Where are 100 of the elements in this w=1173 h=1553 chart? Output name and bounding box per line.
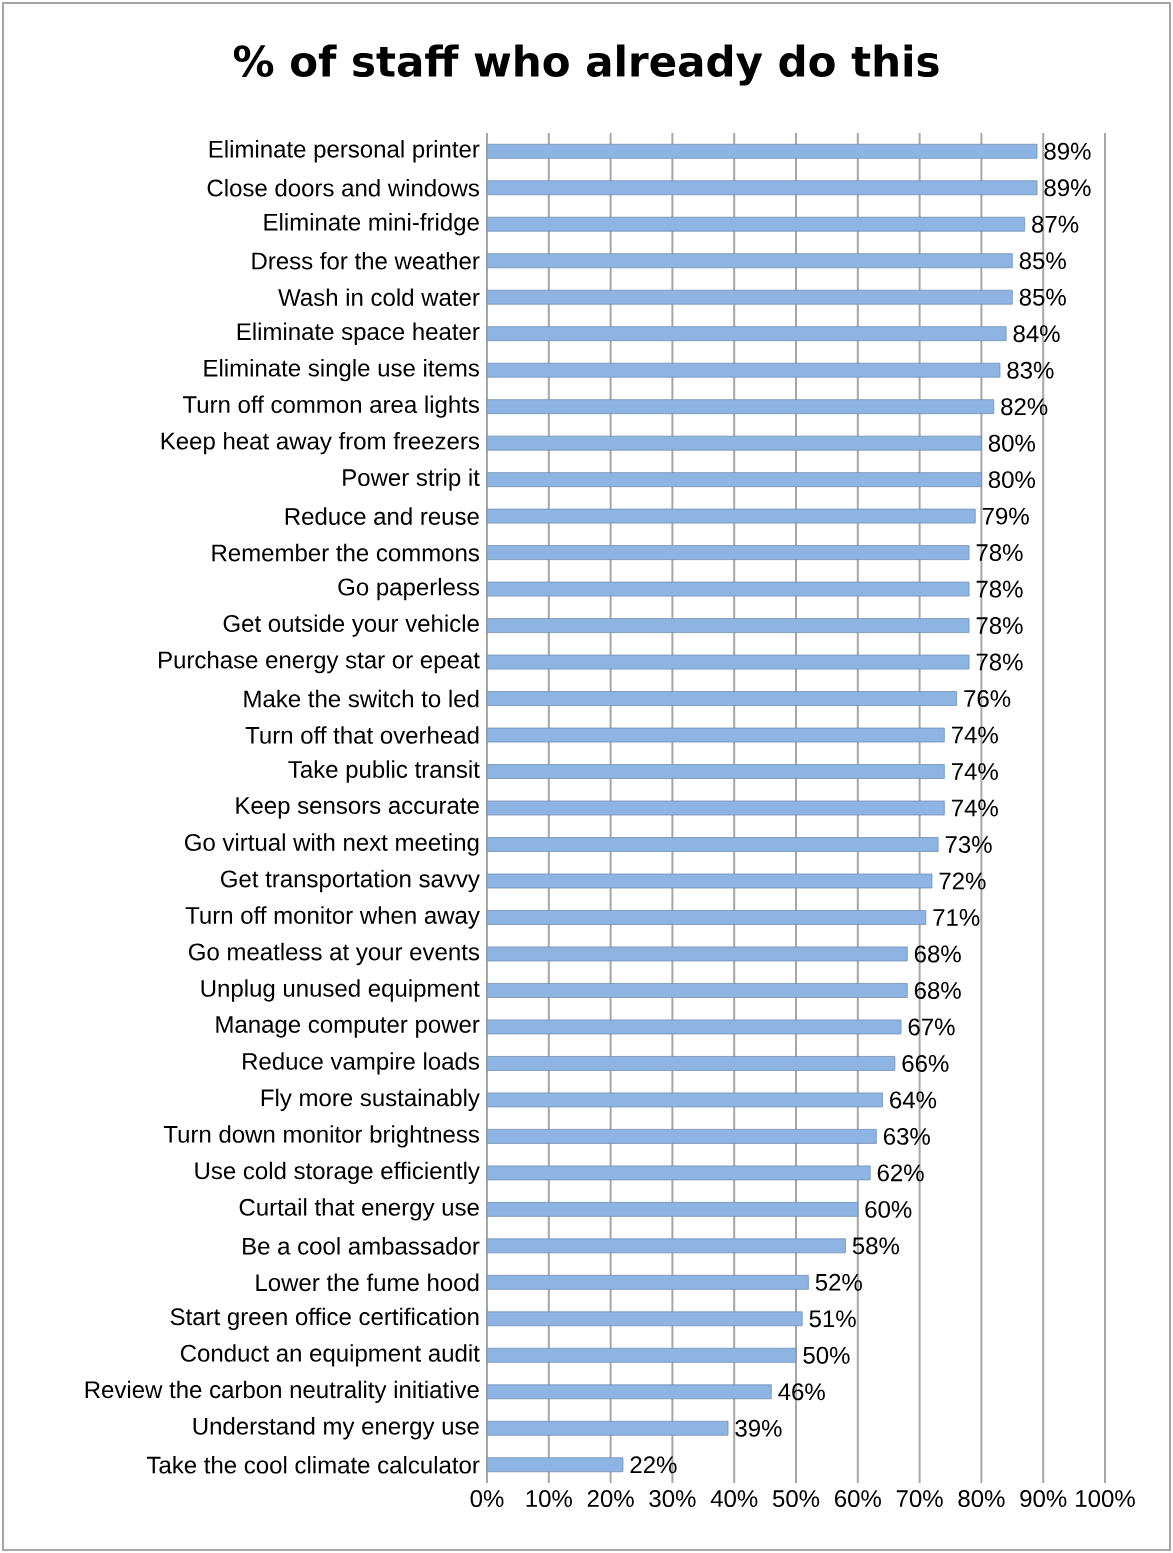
- x-tick-label: 50%: [772, 1490, 820, 1508]
- bar: [486, 654, 970, 670]
- y-tick-label: Lower the fume hood: [256, 1273, 479, 1292]
- data-label: 62%: [877, 1164, 924, 1182]
- y-tick-label: Eliminate single use items: [204, 359, 480, 382]
- y-tick-label: Make the switch to led: [244, 689, 479, 708]
- y-tick-label: Close doors and windows: [207, 178, 479, 197]
- y-tick-label: Turn down monitor brightness: [163, 1125, 480, 1148]
- bar: [486, 326, 1007, 342]
- data-label: 63%: [883, 1127, 930, 1145]
- x-tick-label: 30%: [649, 1490, 696, 1508]
- data-label: 66%: [902, 1054, 949, 1072]
- bar: [486, 289, 1013, 305]
- y-tick-label: Dress for the weather: [252, 251, 480, 270]
- y-tick-label: Eliminate space heater: [237, 322, 480, 345]
- y-tick-label: Keep heat away from freezers: [161, 431, 480, 455]
- y-tick-label: Manage computer power: [216, 1016, 480, 1038]
- y-tick-label: Turn off common area lights: [183, 395, 480, 418]
- data-label: 68%: [914, 981, 961, 999]
- y-tick-label: Review the carbon neutrality initiative: [85, 1380, 479, 1403]
- data-label: 85%: [1019, 288, 1066, 306]
- bar: [486, 1274, 809, 1290]
- data-label: 74%: [951, 763, 998, 780]
- bar: [486, 1056, 896, 1071]
- y-tick-label: Understand my energy use: [193, 1417, 479, 1440]
- bar: [486, 362, 1001, 378]
- bar: [486, 216, 1026, 232]
- x-tick-label: 60%: [835, 1490, 881, 1508]
- data-label: 80%: [988, 434, 1035, 452]
- bar: [486, 435, 982, 451]
- y-tick-label: Be a cool ambassador: [243, 1237, 480, 1255]
- bar: [486, 1347, 797, 1363]
- bar: [486, 472, 982, 488]
- data-label: 82%: [1001, 398, 1048, 416]
- bar: [486, 143, 1038, 159]
- data-label: 78%: [976, 544, 1023, 562]
- data-label: 84%: [1013, 325, 1060, 343]
- data-label: 79%: [982, 507, 1029, 525]
- y-tick-label: Power strip it: [343, 468, 480, 491]
- bar: [486, 1384, 772, 1400]
- data-label: 78%: [976, 580, 1023, 598]
- y-tick-label: Turn off that overhead: [245, 726, 479, 744]
- bar: [486, 910, 927, 925]
- bar: [486, 1201, 859, 1217]
- data-label: 72%: [939, 872, 986, 890]
- data-label: 64%: [890, 1091, 937, 1109]
- bar: [486, 837, 939, 852]
- bar: [486, 581, 970, 597]
- data-label: 39%: [735, 1419, 782, 1437]
- x-tick-label: 100%: [1076, 1490, 1135, 1508]
- bar: [486, 764, 945, 779]
- y-tick-label: Go virtual with next meeting: [184, 833, 479, 856]
- bar: [486, 1128, 877, 1144]
- bar: [486, 691, 958, 706]
- y-tick-label: Remember the commons: [212, 543, 480, 562]
- data-label: 67%: [908, 1018, 955, 1036]
- y-tick-label: Reduce vampire loads: [243, 1052, 479, 1075]
- bar: [486, 1457, 624, 1473]
- bar: [486, 1311, 803, 1327]
- bar: [486, 1019, 902, 1035]
- data-label: 73%: [945, 836, 992, 853]
- chart-title: % of staff who already do this: [233, 44, 939, 86]
- bar: [486, 873, 933, 889]
- x-tick-label: 70%: [896, 1490, 943, 1508]
- data-label: 78%: [976, 617, 1023, 635]
- x-tick-label: 20%: [587, 1490, 634, 1508]
- bar: [486, 1165, 871, 1181]
- y-tick-label: Go meatless at your events: [188, 942, 480, 966]
- data-label: 74%: [951, 799, 998, 817]
- bar: [486, 618, 970, 633]
- x-tick-label: 0%: [470, 1490, 504, 1508]
- y-tick-label: Use cold storage efficiently: [195, 1161, 480, 1185]
- data-label: 71%: [933, 909, 980, 926]
- y-tick-label: Take public transit: [288, 760, 480, 783]
- data-label: 52%: [815, 1273, 862, 1291]
- data-label: 51%: [809, 1310, 856, 1328]
- y-tick-label: Start green office certification: [170, 1307, 479, 1331]
- x-tick-label: 80%: [958, 1490, 1005, 1508]
- data-label: 85%: [1019, 252, 1066, 270]
- bar: [486, 253, 1013, 269]
- data-label: 58%: [852, 1237, 900, 1255]
- bar: [486, 800, 945, 816]
- y-tick-label: Reduce and reuse: [285, 507, 479, 525]
- data-label: 22%: [630, 1456, 677, 1474]
- bar: [486, 1092, 883, 1108]
- bar: [486, 180, 1038, 196]
- bar: [486, 727, 945, 743]
- bar: [486, 545, 970, 561]
- bar: [486, 983, 908, 998]
- y-tick-label: Conduct an equipment audit: [180, 1344, 480, 1367]
- y-tick-label: Fly more sustainably: [261, 1088, 480, 1112]
- y-tick-label: Eliminate personal printer: [209, 140, 480, 163]
- data-label: 80%: [988, 471, 1035, 489]
- data-label: 83%: [1007, 361, 1054, 379]
- y-tick-label: Curtail that energy use: [239, 1198, 479, 1221]
- data-label: 76%: [964, 690, 1011, 708]
- y-tick-label: Get outside your vehicle: [223, 614, 479, 637]
- bar: [486, 1238, 846, 1254]
- bar: [486, 946, 908, 962]
- y-tick-label: Unplug unused equipment: [201, 979, 480, 1002]
